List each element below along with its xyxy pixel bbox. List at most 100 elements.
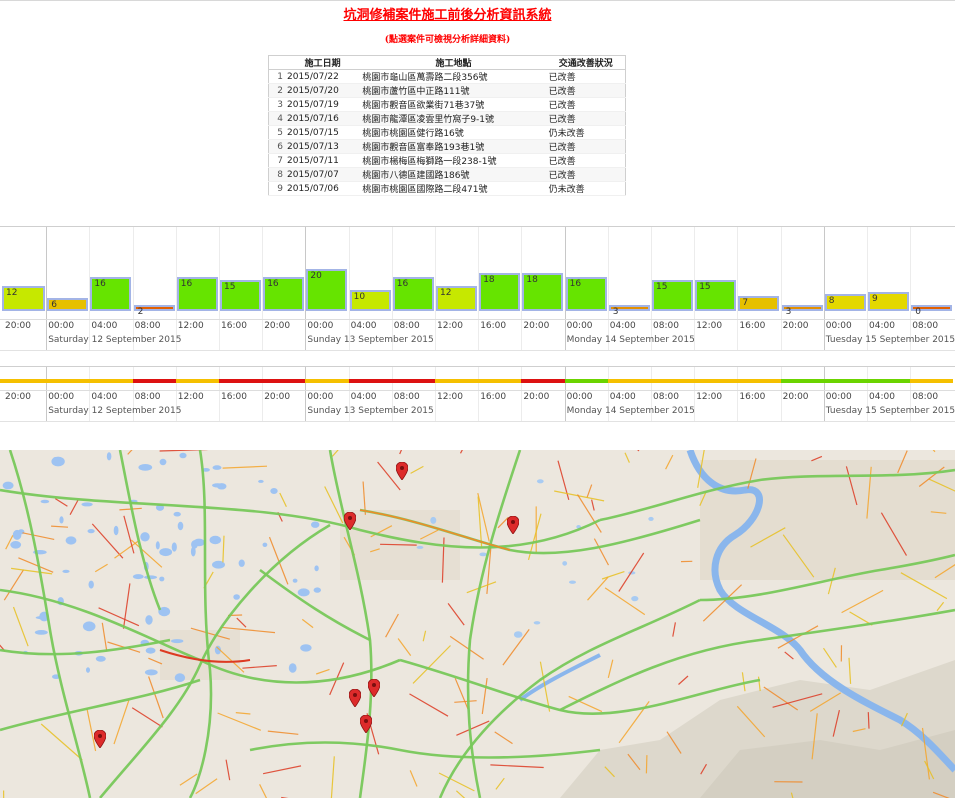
traffic-bar[interactable]: 15: [220, 279, 261, 311]
minor-road: [179, 773, 198, 786]
minor-road: [40, 723, 83, 761]
minor-road: [481, 678, 488, 715]
minor-road: [700, 763, 708, 775]
traffic-bar[interactable]: 3: [608, 304, 650, 317]
traffic-bar[interactable]: 8: [824, 294, 866, 311]
minor-road: [477, 496, 483, 547]
traffic-status-segment[interactable]: [737, 379, 781, 383]
minor-road: [101, 622, 108, 652]
case-row[interactable]: 7 2015/07/11 桃園市楊梅區梅獅路一段238-1號 已改善: [268, 153, 626, 168]
minor-road: [637, 450, 640, 452]
traffic-status-timeline[interactable]: 20:00 00:00 04:00 08:00 12:00 16:00 20:00 00:00…: [0, 366, 955, 422]
page-title[interactable]: 坑洞修補案件施工前後分析資訊系統: [343, 8, 552, 23]
grid-line: [737, 227, 739, 350]
traffic-status-segment[interactable]: [305, 379, 349, 383]
case-row[interactable]: 5 2015/07/15 桃園市桃園區健行路16號 仍未改善: [268, 125, 626, 140]
traffic-status-segment[interactable]: [0, 379, 47, 383]
case-row[interactable]: 2 2015/07/20 桃園市蘆竹區中正路111號 已改善: [268, 83, 626, 98]
traffic-bar[interactable]: 6: [47, 298, 89, 311]
grid-line: [132, 227, 134, 350]
traffic-status-segment[interactable]: [219, 379, 263, 383]
traffic-map[interactable]: [0, 450, 955, 798]
traffic-bar-value: 16: [267, 279, 279, 290]
minor-road: [867, 712, 870, 729]
time-tick-label: 04:00: [350, 321, 377, 331]
traffic-bar[interactable]: 3: [781, 304, 823, 317]
header-location[interactable]: 施工地點: [360, 55, 547, 70]
traffic-bar[interactable]: 16: [90, 277, 132, 311]
traffic-status-segment[interactable]: [910, 379, 954, 383]
minor-road: [539, 661, 551, 712]
traffic-bar[interactable]: 15: [695, 279, 737, 311]
minor-road: [568, 695, 603, 713]
traffic-status-segment[interactable]: [651, 379, 695, 383]
traffic-bar[interactable]: 12: [2, 285, 45, 311]
traffic-bar[interactable]: 16: [565, 277, 607, 311]
header-status[interactable]: 交通改善狀況: [546, 55, 626, 70]
pond: [193, 538, 205, 547]
minor-road: [98, 607, 140, 627]
traffic-bar[interactable]: 2: [133, 305, 175, 317]
traffic-status-segment[interactable]: [867, 379, 911, 383]
pond: [270, 488, 278, 494]
row-status: 已改善: [546, 153, 626, 168]
traffic-status-segment[interactable]: [564, 379, 608, 383]
traffic-bar[interactable]: 18: [522, 273, 564, 311]
traffic-bar[interactable]: 16: [392, 277, 434, 311]
row-location: 桃園市觀音區欲業街71巷37號: [360, 97, 547, 112]
traffic-bar[interactable]: 18: [479, 273, 521, 311]
traffic-status-segment[interactable]: [521, 379, 565, 383]
traffic-status-segment[interactable]: [175, 379, 219, 383]
day-label: Saturday 12 September 2015: [48, 406, 182, 416]
traffic-status-segment[interactable]: [478, 379, 522, 383]
case-row[interactable]: 9 2015/07/06 桃園市桃園區國際路二段471號 仍未改善: [268, 181, 626, 196]
traffic-bar[interactable]: 15: [652, 279, 693, 311]
pond: [212, 483, 223, 488]
minor-road: [601, 571, 625, 580]
minor-road: [930, 511, 947, 514]
case-row[interactable]: 4 2015/07/16 桃園市龍潭區凌雲里竹窩子9-1號 已改善: [268, 111, 626, 126]
minor-road: [928, 478, 955, 492]
traffic-bar[interactable]: 16: [263, 277, 305, 311]
traffic-status-segment[interactable]: [89, 379, 133, 383]
traffic-status-segment[interactable]: [348, 379, 392, 383]
case-row[interactable]: 3 2015/07/19 桃園市觀音區欲業街71巷37號 已改善: [268, 97, 626, 112]
traffic-bar[interactable]: 16: [176, 277, 218, 311]
traffic-bar[interactable]: 12: [436, 285, 477, 311]
traffic-status-segment[interactable]: [823, 379, 867, 383]
case-row[interactable]: 1 2015/07/22 桃園市龜山區萬壽路二段356號 已改善: [268, 69, 626, 84]
traffic-status-segment[interactable]: [780, 379, 824, 383]
minor-road: [924, 760, 935, 780]
traffic-bar[interactable]: 20: [306, 269, 348, 311]
traffic-status-segment[interactable]: [435, 379, 479, 383]
minor-road: [410, 465, 424, 474]
header-date[interactable]: 施工日期: [285, 55, 361, 70]
grid-line: [607, 227, 609, 350]
pond: [238, 559, 245, 567]
traffic-bar[interactable]: 0: [911, 305, 953, 317]
minor-road: [697, 450, 705, 488]
traffic-status-segment[interactable]: [694, 379, 738, 383]
traffic-status-segment[interactable]: [607, 379, 651, 383]
grid-line: [219, 227, 220, 350]
case-row[interactable]: 8 2015/07/07 桃園市八德區建國路186號 已改善: [268, 167, 626, 182]
traffic-bar[interactable]: 10: [349, 290, 391, 311]
congested-road: [159, 649, 251, 663]
major-road: [0, 638, 171, 656]
traffic-status-segment[interactable]: [46, 379, 90, 383]
minor-road: [811, 455, 823, 462]
case-row[interactable]: 6 2015/07/13 桃園市觀音區富奉路193巷1號 已改善: [268, 139, 626, 154]
minor-road: [741, 672, 746, 692]
traffic-status-segment[interactable]: [132, 379, 176, 383]
traffic-status-segment[interactable]: [262, 379, 306, 383]
time-tick-label: 08:00: [134, 321, 161, 331]
case-table-header: 施工日期 施工地點 交通改善狀況: [268, 55, 626, 70]
traffic-bar[interactable]: 7: [738, 296, 780, 311]
traffic-histogram-timeline[interactable]: 12 6 16 2 16 15 16 20 10 16 12 18 18 16 3 15 15 7 3 8 9 0 20:0…: [0, 226, 955, 351]
pond: [533, 621, 541, 625]
minor-road: [195, 778, 218, 795]
grid-line: [89, 367, 91, 421]
day-label: Sunday 13 September 2015: [307, 335, 434, 345]
traffic-status-segment[interactable]: [391, 379, 435, 383]
traffic-bar[interactable]: 9: [868, 292, 909, 311]
